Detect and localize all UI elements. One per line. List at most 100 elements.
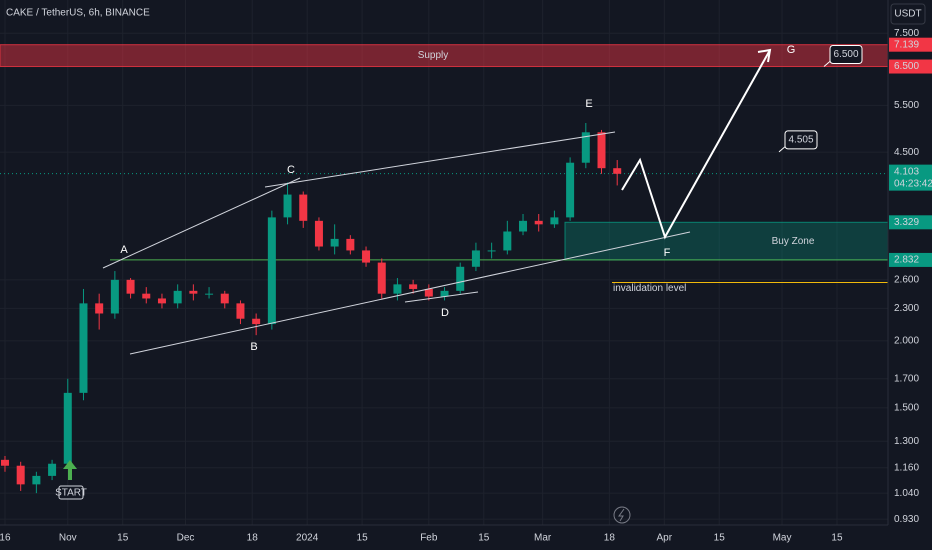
candle-body bbox=[440, 290, 449, 297]
price-tag-label: 2.832 bbox=[894, 255, 919, 266]
candle-body bbox=[79, 303, 88, 393]
candle-body bbox=[48, 463, 57, 476]
candle-body bbox=[471, 250, 480, 267]
axes: 7.500 5.500 4.500 2.600 2.300 2.000 1.700 1.500… bbox=[0, 28, 932, 544]
candle-body bbox=[534, 220, 543, 225]
candle-body bbox=[283, 194, 292, 218]
candle-body bbox=[456, 266, 465, 291]
zone-label: Supply bbox=[418, 50, 449, 61]
candle-body bbox=[16, 465, 25, 485]
y-tick-label: 1.500 bbox=[894, 403, 919, 414]
price-tag bbox=[889, 215, 932, 230]
candle-body bbox=[95, 303, 104, 314]
candle-body bbox=[597, 132, 606, 169]
start-label: START bbox=[55, 488, 87, 499]
callout-box bbox=[784, 130, 818, 150]
x-tick-label: 15 bbox=[117, 533, 129, 544]
x-tick-label: 16 bbox=[0, 533, 11, 544]
wave-label: E bbox=[585, 98, 592, 110]
candle-body bbox=[393, 284, 402, 294]
trend-line bbox=[404, 291, 479, 303]
y-tick-label: 2.300 bbox=[894, 303, 919, 314]
annotations: Supply Buy Zone invalidation level A B C D E F G S… bbox=[55, 44, 863, 500]
x-tick-label: Nov bbox=[59, 533, 77, 544]
candle-body bbox=[142, 293, 151, 299]
price-tag bbox=[889, 164, 932, 191]
candle-body bbox=[314, 220, 323, 247]
arrow-head bbox=[757, 48, 772, 63]
candle-body bbox=[566, 162, 575, 218]
y-tick-label: 2.600 bbox=[894, 274, 919, 285]
wave-label: C bbox=[287, 164, 295, 176]
callout-box bbox=[829, 45, 863, 65]
y-tick-label: 2.000 bbox=[894, 336, 919, 347]
candle-body bbox=[252, 318, 261, 325]
x-tick-label: 18 bbox=[604, 533, 616, 544]
y-tick-label: 1.160 bbox=[894, 462, 919, 473]
x-tick-label: Apr bbox=[657, 533, 673, 544]
alert-icon[interactable] bbox=[613, 506, 631, 524]
candle-body bbox=[409, 284, 418, 289]
projection-path bbox=[621, 49, 771, 240]
candle-body bbox=[110, 279, 119, 314]
candle-body bbox=[236, 303, 245, 319]
candle-body bbox=[424, 288, 433, 297]
candle-body bbox=[487, 250, 496, 252]
candle-body bbox=[613, 168, 622, 174]
candle-body bbox=[157, 298, 166, 304]
drawings bbox=[63, 48, 772, 480]
candle-body bbox=[581, 132, 590, 163]
wave-label: G bbox=[787, 44, 796, 56]
trend-line bbox=[129, 231, 691, 355]
price-tag-label: 7.139 bbox=[894, 39, 919, 50]
price-tag bbox=[889, 59, 932, 74]
candle-body bbox=[550, 217, 559, 225]
grid bbox=[0, 0, 888, 525]
candle-body bbox=[362, 250, 371, 263]
price-tag-label: 6.500 bbox=[894, 61, 919, 72]
zone bbox=[564, 221, 889, 261]
candle-body bbox=[63, 392, 72, 464]
candle-body bbox=[205, 293, 214, 295]
candle-body bbox=[299, 194, 308, 221]
invalidation-label: invalidation level bbox=[613, 283, 686, 294]
start-box bbox=[58, 485, 84, 500]
x-tick-label: 2024 bbox=[296, 533, 319, 544]
trend-line bbox=[264, 131, 616, 188]
candle-body bbox=[173, 290, 182, 304]
y-tick-label: 1.300 bbox=[894, 436, 919, 447]
candle-body bbox=[330, 238, 339, 247]
chart-title: CAKE / TetherUS, 6h, BINANCE bbox=[6, 8, 150, 19]
zones bbox=[0, 44, 889, 284]
wave-label: D bbox=[441, 307, 449, 319]
x-tick-label: 15 bbox=[478, 533, 490, 544]
price-tag bbox=[889, 252, 932, 267]
countdown: 04:23:42 bbox=[894, 178, 932, 189]
candle-body bbox=[189, 290, 198, 294]
start-arrow-head bbox=[63, 460, 77, 469]
unit-label: USDT bbox=[894, 9, 921, 20]
callout-label: 4.505 bbox=[788, 135, 813, 146]
y-tick-label: 1.040 bbox=[894, 488, 919, 499]
y-tick-label: 1.700 bbox=[894, 373, 919, 384]
trend-line bbox=[102, 177, 301, 269]
price-tag-label: 3.329 bbox=[894, 217, 919, 228]
candle-body bbox=[267, 217, 276, 325]
unit-box bbox=[890, 3, 926, 25]
zone-label: Buy Zone bbox=[772, 236, 815, 247]
y-tick-label: 4.500 bbox=[894, 147, 919, 158]
x-tick-label: Mar bbox=[534, 533, 552, 544]
candle-body bbox=[126, 279, 135, 294]
x-tick-label: 15 bbox=[714, 533, 726, 544]
candle-body bbox=[346, 238, 355, 251]
price-axis bbox=[888, 0, 932, 550]
x-tick-label: Feb bbox=[420, 533, 438, 544]
candle-body bbox=[519, 220, 528, 232]
x-tick-label: 18 bbox=[247, 533, 259, 544]
candle-body bbox=[377, 262, 386, 294]
y-tick-label: 7.500 bbox=[894, 28, 919, 39]
wave-label: A bbox=[120, 244, 128, 256]
candles bbox=[0, 122, 622, 494]
alert-bolt bbox=[618, 508, 625, 522]
